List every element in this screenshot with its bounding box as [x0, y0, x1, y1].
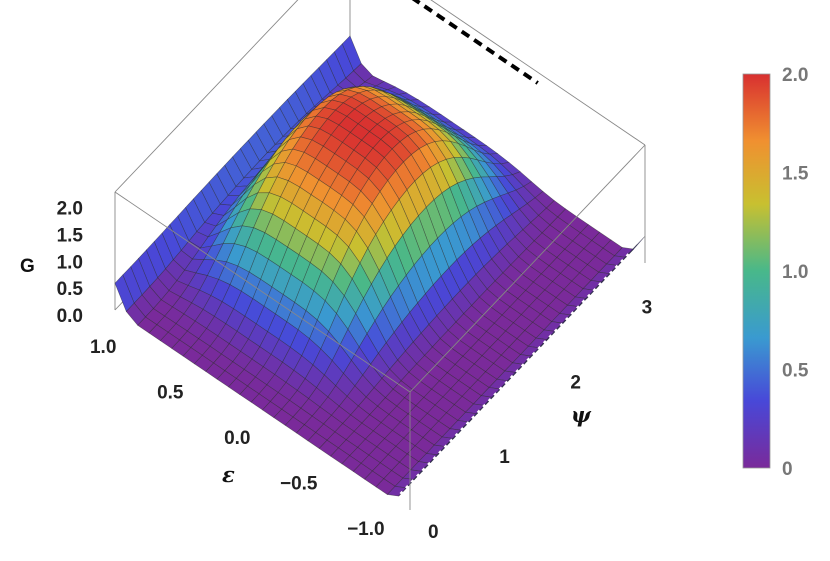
axis-ticks: 0 1 2 3 −1.0 −0.5 0.0 0.5 1.0 0.0 0.5 1.0 1.5 2.0 — [57, 199, 653, 543]
colorbar-tick-label: 0.5 — [782, 361, 809, 382]
y-tick-label: −0.5 — [280, 474, 318, 495]
colorbar-tick-label: 1.5 — [782, 164, 809, 185]
z-tick-label: 0.0 — [57, 306, 83, 327]
z-tick-label: 1.5 — [57, 226, 84, 247]
box-edge — [114, 191, 411, 393]
box-edge — [430, 0, 646, 146]
z-tick-label: 0.5 — [57, 279, 84, 300]
y-axis-label: ε — [222, 462, 235, 487]
x-axis-label: ψ — [571, 402, 592, 427]
y-tick-label: −1.0 — [347, 519, 385, 540]
x-tick-label: 0 — [428, 522, 439, 543]
y-tick-label: 0.0 — [224, 428, 250, 449]
z-tick-label: 1.0 — [57, 252, 83, 273]
colorbar-gradient — [742, 73, 771, 469]
dashed-line — [411, 0, 539, 85]
colorbar: 2.0 1.5 1.0 0.5 0 — [742, 65, 809, 480]
colorbar-ticks: 2.0 1.5 1.0 0.5 0 — [782, 65, 809, 480]
y-tick-label: 0.5 — [157, 383, 184, 404]
dotted-line — [394, 251, 632, 502]
box-edge — [114, 0, 299, 193]
x-tick-label: 1 — [499, 447, 510, 468]
x-tick-label: 2 — [570, 372, 581, 393]
bounding-box-front-edges — [114, 0, 646, 510]
y-tick-label: 1.0 — [90, 337, 116, 358]
colorbar-tick-label: 1.0 — [782, 262, 808, 283]
overlay-lines — [394, 0, 632, 502]
x-tick-label: 3 — [642, 298, 653, 319]
colorbar-tick-label: 0 — [782, 459, 793, 480]
colorbar-tick-label: 2.0 — [782, 65, 808, 86]
surface-mesh — [114, 35, 646, 497]
box-edge — [409, 144, 646, 393]
z-tick-label: 2.0 — [57, 199, 83, 220]
z-axis-label: G — [20, 256, 35, 277]
